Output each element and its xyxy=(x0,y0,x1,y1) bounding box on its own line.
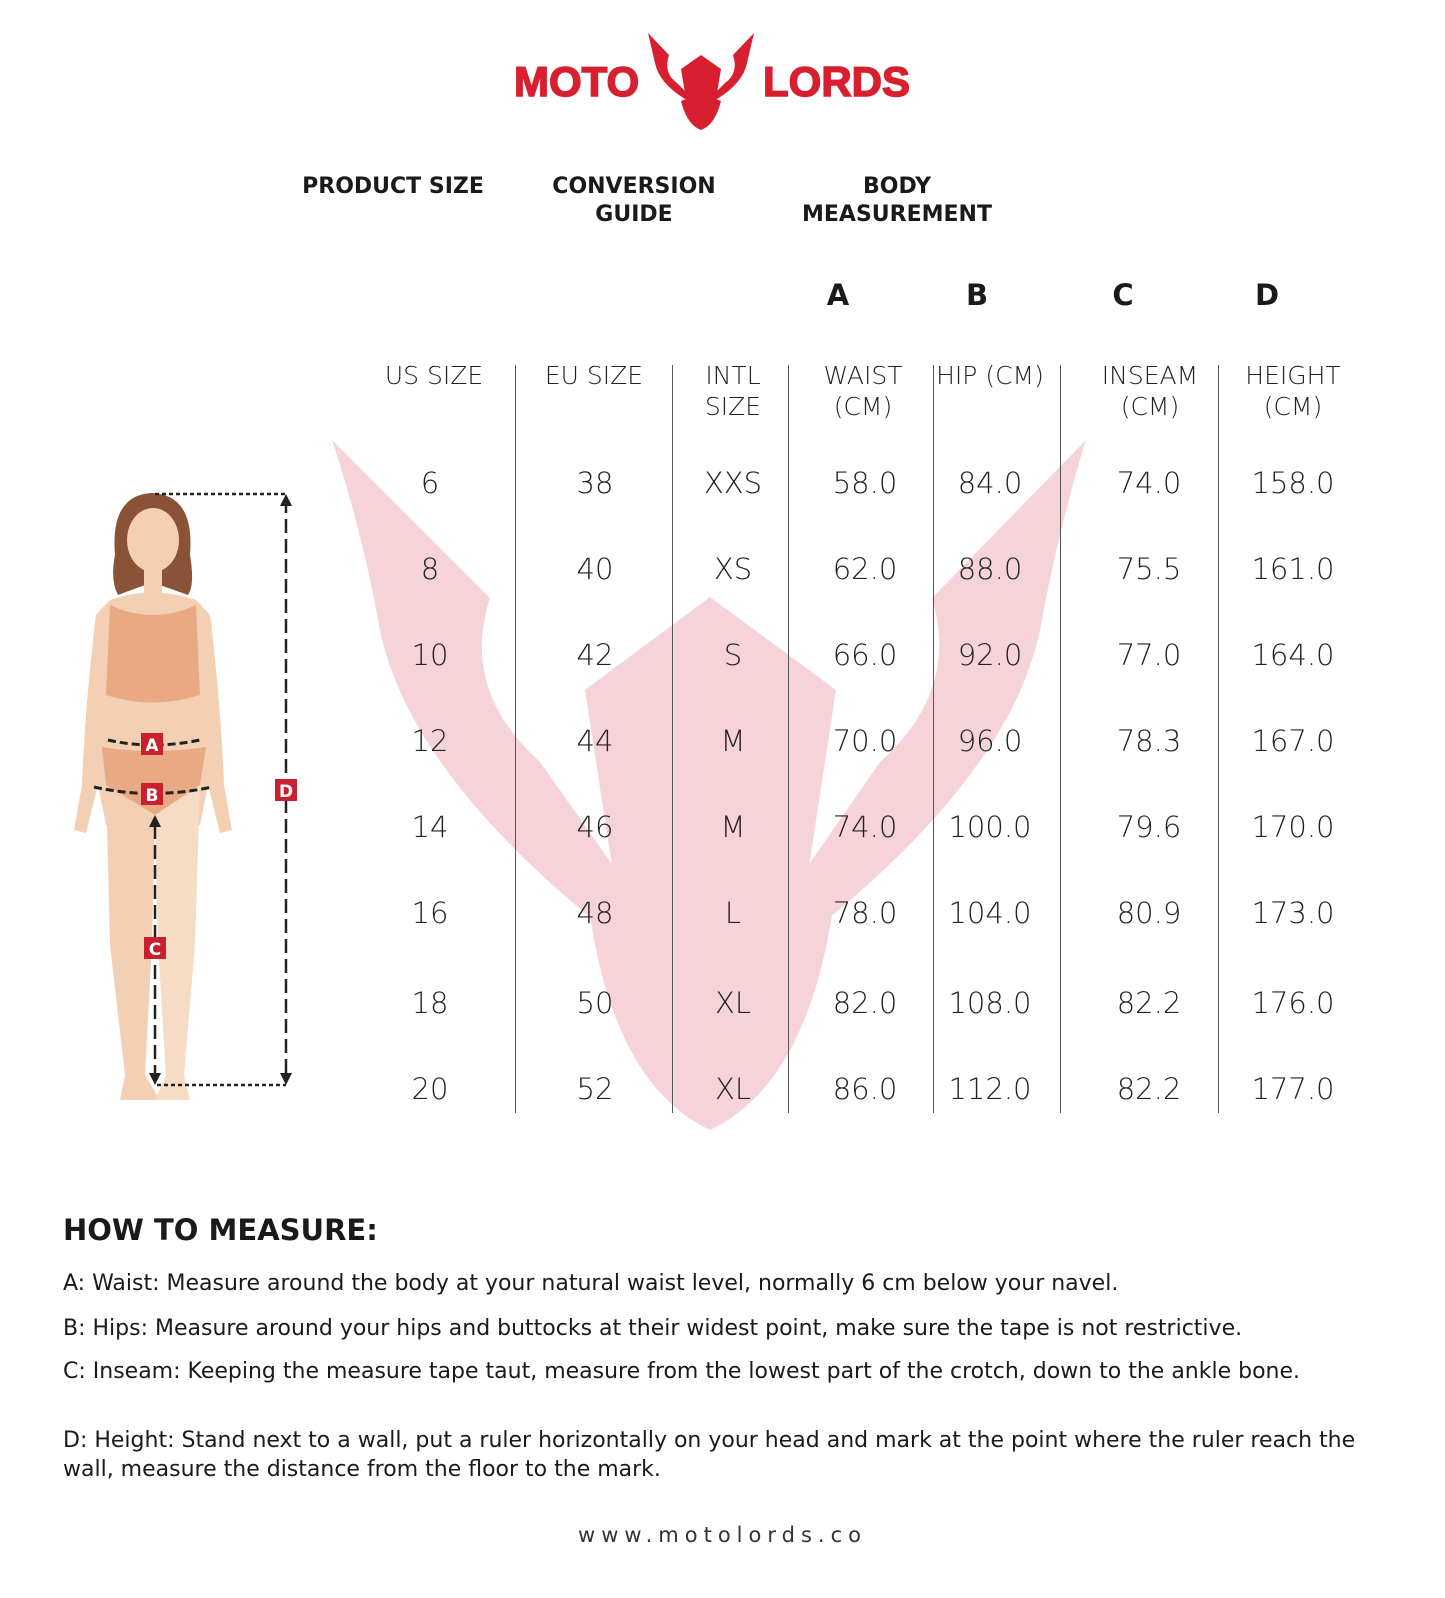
cell-inseam: 75.5 xyxy=(1116,552,1182,586)
cell-intl-size: M xyxy=(720,810,746,844)
column-divider xyxy=(1060,365,1061,1113)
column-divider xyxy=(788,365,789,1113)
cell-hip: 84.0 xyxy=(957,466,1023,500)
woman-illustration xyxy=(74,493,232,1100)
column-divider xyxy=(515,365,516,1113)
cell-waist: 62.0 xyxy=(832,552,898,586)
cell-eu-size: 42 xyxy=(576,638,614,672)
cell-hip: 104.0 xyxy=(948,896,1032,930)
cell-us-size: 6 xyxy=(420,466,440,500)
cell-waist: 58.0 xyxy=(832,466,898,500)
marker-c: C xyxy=(149,940,161,960)
cell-waist: 86.0 xyxy=(832,1072,898,1106)
cell-height: 167.0 xyxy=(1251,724,1335,758)
cell-eu-size: 48 xyxy=(576,896,614,930)
cell-height: 161.0 xyxy=(1251,552,1335,586)
how-to-hips: B: Hips: Measure around your hips and bu… xyxy=(63,1316,1243,1341)
body-measurement-figure: A B C D xyxy=(74,492,297,1100)
cell-inseam: 77.0 xyxy=(1116,638,1182,672)
cell-hip: 96.0 xyxy=(957,724,1023,758)
marker-a: A xyxy=(145,736,159,756)
cell-hip: 108.0 xyxy=(948,986,1032,1020)
cell-hip: 88.0 xyxy=(957,552,1023,586)
col-eu-size: EU SIZE xyxy=(544,361,644,390)
cell-intl-size: XL xyxy=(714,986,752,1020)
brand-name-left: MOTO xyxy=(513,57,640,106)
col-hip: HIP (CM) xyxy=(936,361,1044,390)
cell-eu-size: 40 xyxy=(576,552,614,586)
col-intl-size: INTL SIZE xyxy=(704,361,762,421)
cell-waist: 82.0 xyxy=(832,986,898,1020)
cell-us-size: 12 xyxy=(411,724,449,758)
cell-us-size: 8 xyxy=(420,552,440,586)
group-product-size: PRODUCT SIZE xyxy=(302,174,484,199)
letter-c: C xyxy=(1112,278,1134,312)
column-divider xyxy=(933,365,934,1113)
cell-eu-size: 38 xyxy=(576,466,614,500)
cell-inseam: 82.2 xyxy=(1116,986,1182,1020)
how-to-inseam: C: Inseam: Keeping the measure tape taut… xyxy=(63,1359,1301,1384)
col-height: HEIGHT (CM) xyxy=(1245,361,1341,421)
col-us-size: US SIZE xyxy=(384,361,484,390)
cell-intl-size: S xyxy=(723,638,743,672)
cell-height: 177.0 xyxy=(1251,1072,1335,1106)
how-to-measure-title: HOW TO MEASURE: xyxy=(63,1213,378,1247)
cell-hip: 112.0 xyxy=(948,1072,1032,1106)
cell-us-size: 10 xyxy=(411,638,449,672)
website-url: www.motolords.co xyxy=(578,1523,867,1547)
how-to-height: D: Height: Stand next to a wall, put a r… xyxy=(63,1428,1356,1482)
cell-intl-size: L xyxy=(724,896,742,930)
cell-eu-size: 50 xyxy=(576,986,614,1020)
cell-hip: 92.0 xyxy=(957,638,1023,672)
letter-a: A xyxy=(826,278,850,312)
cell-eu-size: 52 xyxy=(576,1072,614,1106)
cell-waist: 74.0 xyxy=(832,810,898,844)
cell-intl-size: XXS xyxy=(703,466,763,500)
group-body-measurement: BODY MEASUREMENT xyxy=(802,174,992,227)
cell-intl-size: XL xyxy=(714,1072,752,1106)
cell-hip: 100.0 xyxy=(948,810,1032,844)
bull-logo-icon xyxy=(648,33,754,130)
cell-intl-size: M xyxy=(720,724,746,758)
cell-inseam: 80.9 xyxy=(1116,896,1182,930)
cell-eu-size: 44 xyxy=(576,724,614,758)
column-divider xyxy=(672,365,673,1113)
how-to-waist: A: Waist: Measure around the body at you… xyxy=(63,1271,1119,1296)
cell-waist: 66.0 xyxy=(832,638,898,672)
cell-intl-size: XS xyxy=(713,552,753,586)
column-divider xyxy=(1218,365,1219,1113)
cell-us-size: 20 xyxy=(411,1072,449,1106)
cell-us-size: 18 xyxy=(411,986,449,1020)
cell-height: 173.0 xyxy=(1251,896,1335,930)
letter-d: D xyxy=(1254,278,1280,312)
cell-height: 170.0 xyxy=(1251,810,1335,844)
cell-waist: 70.0 xyxy=(832,724,898,758)
marker-d: D xyxy=(279,782,293,802)
cell-eu-size: 46 xyxy=(576,810,614,844)
cell-inseam: 78.3 xyxy=(1116,724,1182,758)
cell-inseam: 74.0 xyxy=(1116,466,1182,500)
cell-waist: 78.0 xyxy=(832,896,898,930)
cell-height: 164.0 xyxy=(1251,638,1335,672)
cell-us-size: 16 xyxy=(411,896,449,930)
cell-height: 176.0 xyxy=(1251,986,1335,1020)
cell-height: 158.0 xyxy=(1251,466,1335,500)
brand-name-right: LORDS xyxy=(762,57,911,106)
marker-b: B xyxy=(146,786,159,806)
cell-us-size: 14 xyxy=(411,810,449,844)
col-inseam: INSEAM (CM) xyxy=(1101,361,1199,421)
cell-inseam: 82.2 xyxy=(1116,1072,1182,1106)
col-waist: WAIST (CM) xyxy=(823,361,903,421)
cell-inseam: 79.6 xyxy=(1116,810,1182,844)
group-conversion-guide: CONVERSION GUIDE xyxy=(552,174,716,227)
measurement-markers: A B C D xyxy=(141,733,297,960)
letter-b: B xyxy=(965,278,989,312)
